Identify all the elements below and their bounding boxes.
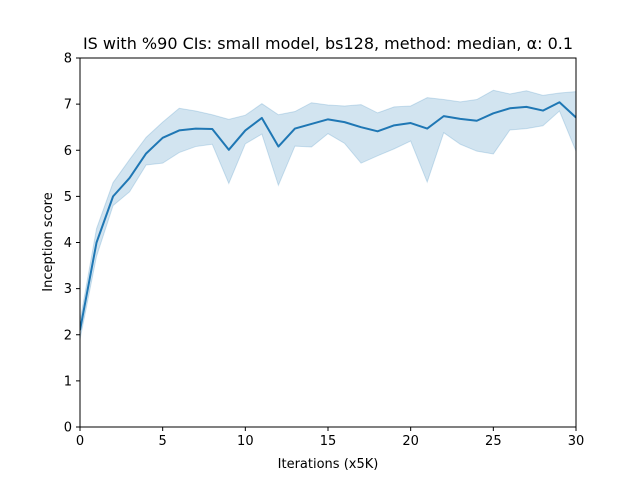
data-point-0-12 (277, 146, 279, 148)
y-tick-label-4: 4 (64, 236, 72, 251)
x-tick-label-0: 0 (76, 434, 84, 449)
x-tick-label-5: 5 (159, 434, 167, 449)
data-point-0-8 (211, 128, 213, 130)
x-tick-label-20: 20 (402, 434, 419, 449)
x-axis-label: Iterations (x5K) (278, 457, 379, 472)
y-tick-label-6: 6 (64, 144, 72, 159)
data-point-0-14 (310, 123, 312, 125)
y-tick-label-8: 8 (64, 52, 72, 67)
data-point-0-4 (145, 152, 147, 154)
chart-title: IS with %90 CIs: small model, bs128, met… (83, 34, 573, 53)
data-point-0-25 (492, 112, 494, 114)
y-tick-label-7: 7 (64, 98, 72, 113)
y-axis-label: Inception score (41, 192, 56, 291)
y-tick-label-3: 3 (64, 282, 72, 297)
data-point-0-29 (558, 101, 560, 103)
data-point-0-7 (195, 128, 197, 130)
data-point-0-22 (443, 115, 445, 117)
series-line-0 (80, 101, 576, 331)
data-point-0-15 (327, 118, 329, 120)
data-point-0-16 (344, 121, 346, 123)
data-point-0-19 (393, 124, 395, 126)
y-tick-label-1: 1 (64, 374, 72, 389)
data-point-0-23 (459, 118, 461, 120)
data-point-0-1 (96, 242, 98, 244)
data-point-0-27 (525, 106, 527, 108)
x-tick-label-10: 10 (237, 434, 254, 449)
data-point-0-18 (377, 130, 379, 132)
y-tick-label-2: 2 (64, 328, 72, 343)
data-point-0-17 (360, 126, 362, 128)
data-point-0-20 (410, 122, 412, 124)
data-point-0-10 (244, 129, 246, 131)
x-tick-label-25: 25 (485, 434, 502, 449)
data-point-0-28 (542, 110, 544, 112)
data-point-0-24 (476, 120, 478, 122)
data-point-0-13 (294, 128, 296, 130)
data-point-0-3 (129, 177, 131, 179)
data-point-0-21 (426, 128, 428, 130)
data-point-0-9 (228, 149, 230, 151)
y-tick-label-5: 5 (64, 190, 72, 205)
confidence-band-0 (80, 89, 576, 340)
data-point-0-6 (178, 129, 180, 131)
x-tick-label-30: 30 (568, 434, 585, 449)
data-point-0-11 (261, 117, 263, 119)
data-point-0-26 (509, 107, 511, 109)
data-point-0-5 (162, 137, 164, 139)
x-tick-label-15: 15 (320, 434, 337, 449)
data-point-0-2 (112, 195, 114, 197)
y-tick-label-0: 0 (64, 421, 72, 436)
